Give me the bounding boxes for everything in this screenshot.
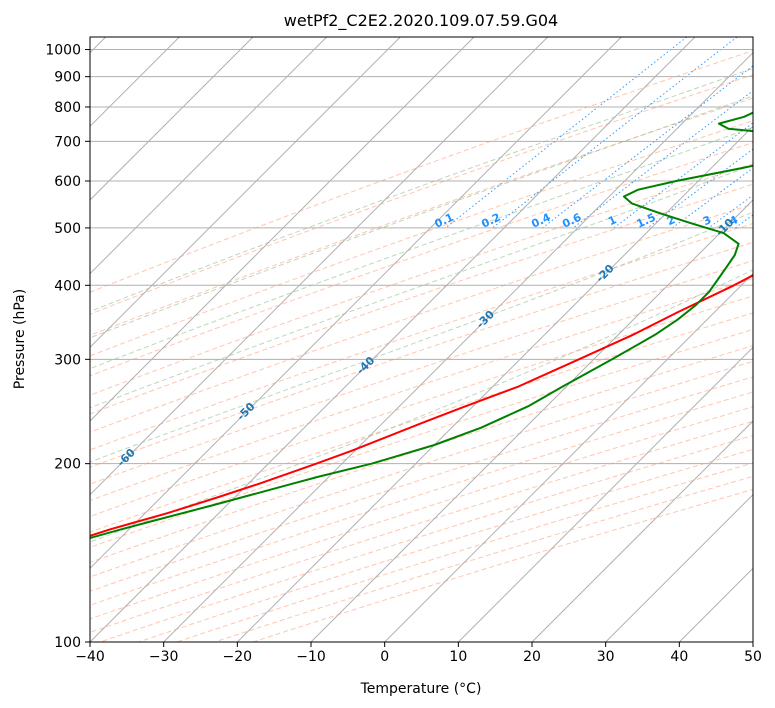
isotherm-line [90, 37, 328, 275]
dry-adiabat-line [90, 312, 753, 533]
y-axis-label: Pressure (hPa) [12, 289, 28, 389]
isotherm-line [605, 493, 753, 642]
x-axis-label: Temperature (°C) [360, 681, 482, 697]
isotherm-line [90, 37, 475, 422]
dry-adiabat-line [176, 462, 753, 642]
dewpoint-profile-line [90, 84, 753, 540]
background-lines [90, 37, 753, 642]
isotherm-line [384, 272, 753, 642]
dry-adiabat-line [90, 345, 753, 563]
y-tick-label: 500 [54, 221, 81, 237]
isotherm-line [90, 37, 254, 201]
series-layer [90, 84, 753, 540]
dry-adiabat-line [90, 120, 753, 357]
dry-adiabat-line [252, 488, 753, 642]
isotherm-line [310, 199, 753, 642]
dry-adiabat-line [214, 475, 753, 642]
moist-adiabat-line [90, 269, 753, 543]
axis-layer: −40 −30 −20 −10 0 10 20 30 40 50 100 200 300 400 500 60… [45, 43, 762, 665]
y-tick-label: 800 [54, 100, 81, 116]
dry-adiabat-line [90, 183, 753, 415]
x-tick-label: −20 [223, 649, 253, 665]
x-tick-label: 0 [380, 649, 389, 665]
x-tick-label: −10 [296, 649, 326, 665]
dry-adiabat-line [90, 328, 753, 548]
y-tick-label: 100 [54, 635, 81, 651]
y-tick-label: 700 [54, 134, 81, 150]
dry-adiabat-line [90, 277, 753, 502]
y-tick-label: 1000 [45, 43, 81, 59]
x-tick-label: 50 [744, 649, 762, 665]
x-tick-label: 40 [670, 649, 688, 665]
moist-adiabat-line [90, 164, 753, 409]
mixing-ratio-line [672, 167, 753, 229]
dry-adiabat-line [138, 448, 753, 642]
isotherm-line [236, 125, 753, 642]
y-tick-label: 400 [54, 278, 81, 294]
x-tick-label: −30 [149, 649, 179, 665]
y-tick-label: 900 [54, 70, 81, 86]
y-tick-label: 600 [54, 174, 81, 190]
isotherm-line [90, 37, 622, 570]
dry-adiabat-line [90, 376, 753, 592]
x-tick-label: 10 [449, 649, 467, 665]
chart-title: wetPf2_C2E2.2020.109.07.59.G04 [284, 11, 558, 31]
isotherm-line [457, 346, 753, 642]
isotherm-line [90, 37, 401, 349]
isotherm-line [531, 420, 753, 642]
isotherm-line [90, 37, 549, 496]
mixing-ratio-line [613, 122, 753, 229]
x-tick-label: 20 [523, 649, 541, 665]
moist-adiabat-line [90, 211, 753, 463]
x-tick-label: −40 [75, 649, 105, 665]
isotherm-line [90, 37, 696, 642]
dry-adiabat-line [90, 360, 753, 578]
mixing-ratio-line [542, 65, 753, 229]
y-tick-label: 300 [54, 352, 81, 368]
y-tick-label: 200 [54, 457, 81, 473]
plot-frame [89, 36, 754, 643]
dry-adiabat-line [90, 142, 753, 377]
dry-adiabat-line [90, 241, 753, 468]
x-tick-label: 30 [597, 649, 615, 665]
dry-adiabat-line [90, 203, 753, 433]
dry-adiabat-line [90, 163, 753, 396]
mixing-ratio-line [445, 37, 688, 229]
isotherm-line [163, 51, 753, 642]
temperature-profile-line [90, 274, 753, 537]
dry-adiabat-line [90, 391, 753, 606]
